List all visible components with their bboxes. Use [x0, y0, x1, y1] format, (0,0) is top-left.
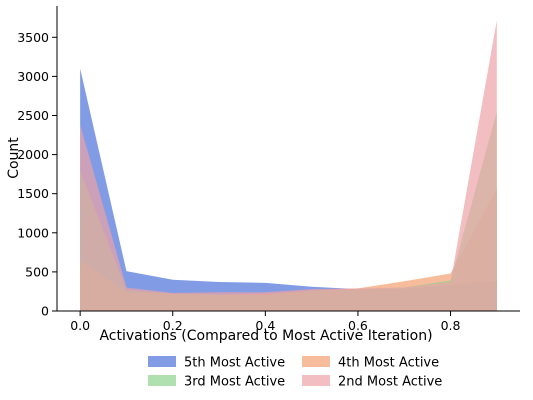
- x-tick-label: 0.6: [348, 318, 368, 333]
- y-tick-label: 0: [41, 304, 49, 319]
- legend-swatch: [302, 356, 330, 367]
- x-tick-label: 0.0: [70, 318, 90, 333]
- y-tick-label: 2000: [17, 147, 49, 162]
- area-series-4: [80, 20, 497, 312]
- y-ticks: 0 500 1000 1500 2000 2500 3000 3500: [17, 30, 57, 319]
- legend-label: 2nd Most Active: [338, 375, 442, 390]
- y-tick-label: 500: [25, 264, 49, 279]
- legend-label: 4th Most Active: [338, 356, 439, 371]
- area-series-1: [80, 68, 497, 311]
- legend-swatch: [148, 356, 176, 367]
- x-tick-label: 0.8: [441, 318, 461, 333]
- y-tick-label: 3000: [17, 69, 49, 84]
- x-ticks: 0.0 0.2 0.4 0.6 0.8: [70, 311, 461, 333]
- legend-label: 5th Most Active: [184, 356, 285, 371]
- x-tick-label: 0.4: [255, 318, 275, 333]
- series-areas: [80, 20, 497, 312]
- legend-swatch: [148, 375, 176, 386]
- legend-swatch: [302, 375, 330, 386]
- y-tick-label: 1000: [17, 225, 49, 240]
- y-tick-label: 2500: [17, 108, 49, 123]
- x-axis-label: Activations (Compared to Most Active Ite…: [99, 328, 432, 344]
- y-tick-label: 3500: [17, 30, 49, 45]
- legend: 5th Most Active 4th Most Active 3rd Most A…: [148, 356, 442, 390]
- x-tick-label: 0.2: [163, 318, 183, 333]
- legend-label: 3rd Most Active: [184, 375, 285, 390]
- axes: [56, 6, 520, 312]
- y-tick-label: 1500: [17, 186, 49, 201]
- y-axis-label: Count: [6, 137, 22, 179]
